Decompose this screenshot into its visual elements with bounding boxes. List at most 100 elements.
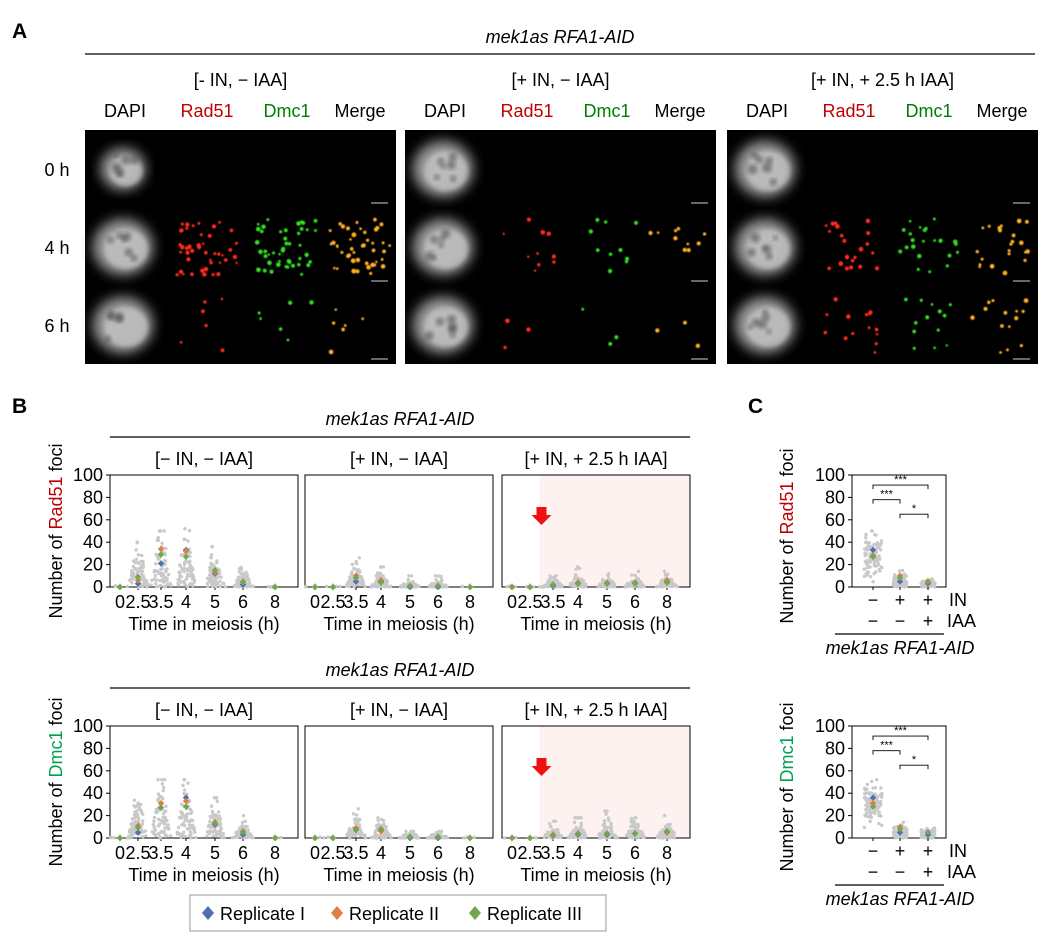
cell-point [873, 792, 877, 796]
cell-point [150, 578, 154, 583]
dmc1-focus [908, 219, 912, 223]
dapi-texture [437, 158, 445, 166]
cell-point [641, 584, 646, 588]
panel-a-row-label-2: 6 h [44, 316, 69, 336]
dmc1-focus [913, 320, 918, 325]
cell-point [433, 574, 438, 578]
cell-point [141, 834, 145, 839]
cell-point [863, 552, 868, 556]
dmc1-focus [278, 259, 281, 263]
cell-point [245, 585, 249, 589]
cell-point [900, 568, 905, 573]
rad51-focus [209, 260, 213, 265]
cell-point [406, 581, 410, 585]
cell-point [109, 835, 113, 840]
cell-point [153, 574, 158, 578]
rad51-focus [202, 272, 207, 277]
dmc1-focus [955, 250, 960, 254]
rad51-focus [850, 258, 855, 263]
y-tick-label: 0 [835, 828, 845, 848]
rad51-focus [178, 242, 182, 247]
cell-point [156, 792, 161, 796]
cell-point [352, 567, 356, 571]
replicate-mean-rep3 [574, 830, 582, 837]
dmc1-focus [607, 268, 613, 274]
cell-point [141, 819, 145, 823]
cell-point [139, 809, 143, 813]
cell-point [158, 529, 162, 533]
merge-focus [359, 227, 362, 231]
cell-point [632, 822, 637, 826]
x-tick-label: 3.5 [540, 843, 565, 863]
group-iaa-value: − [868, 611, 879, 631]
cell-point [579, 816, 583, 820]
cell-point [188, 550, 192, 555]
dmc1-focus [933, 239, 937, 242]
rad51-focus [179, 250, 183, 254]
y-tick-label: 100 [815, 465, 845, 485]
cell-point [607, 818, 611, 823]
cell-point [150, 830, 154, 834]
cell-point [614, 835, 619, 839]
x-tick-label: 6 [433, 843, 443, 863]
merge-focus [372, 263, 377, 267]
cell-point [217, 568, 222, 572]
merge-focus [1019, 240, 1024, 246]
cell-point [382, 824, 386, 829]
cell-point [872, 561, 877, 566]
y-tick-label: 80 [83, 487, 103, 507]
iaa-addition-arrow [531, 758, 552, 776]
y-tick-label: 80 [825, 487, 845, 507]
cell-point [869, 791, 874, 795]
replicate-mean-rep1 [869, 546, 877, 554]
merge-focus [346, 226, 350, 231]
cell-point [245, 577, 249, 582]
dmc1-focus [287, 300, 293, 305]
cell-point [439, 575, 443, 580]
cell-point [215, 818, 220, 822]
cell-point [579, 577, 584, 581]
dmc1-focus [614, 335, 619, 340]
y-tick-label: 40 [83, 783, 103, 803]
dmc1-focus [287, 242, 292, 246]
panel-a-channel-0-dapi: DAPI [104, 101, 146, 121]
x-tick-label: 4 [376, 592, 386, 612]
cell-point [399, 585, 403, 589]
ylabel-part: Number of [777, 535, 797, 624]
dmc1-focus [281, 246, 286, 251]
dmc1-focus [296, 221, 301, 226]
rad51-focus [865, 218, 871, 224]
cell-point [864, 546, 869, 550]
rad51-focus [218, 261, 222, 265]
replicate-mean-rep3 [663, 828, 671, 835]
cell-point [146, 582, 150, 587]
cell-point [152, 825, 156, 830]
cell-point [553, 577, 557, 581]
merge-focus [341, 327, 345, 332]
cell-point [609, 824, 613, 828]
cell-point [385, 579, 389, 583]
dmc1-focus [917, 253, 922, 259]
cell-point [356, 570, 360, 574]
dapi-texture [107, 313, 114, 320]
cell-point [875, 795, 880, 799]
dapi-texture [449, 175, 457, 182]
rad51-focus [842, 238, 847, 243]
merge-focus [1007, 325, 1011, 328]
group-iaa-value: + [923, 862, 934, 882]
rad51-focus [526, 255, 530, 258]
cell-point [134, 548, 138, 552]
cell-point [866, 541, 870, 545]
x-tick-label: 0 [310, 592, 320, 612]
cell-point [159, 794, 163, 799]
panel-a-micrographs: [- IN, − IAA] DAPI Rad51 Dmc1 Merge [+ IN, − … [44, 70, 1038, 364]
significance-bracket [872, 484, 929, 490]
rad51-focus [846, 314, 851, 319]
cell-point [215, 799, 219, 804]
cell-point [268, 585, 273, 589]
cell-point [213, 575, 217, 580]
panel-a-channel-0-merge: Merge [334, 101, 385, 121]
merge-focus [349, 246, 354, 251]
cell-point [402, 833, 406, 837]
